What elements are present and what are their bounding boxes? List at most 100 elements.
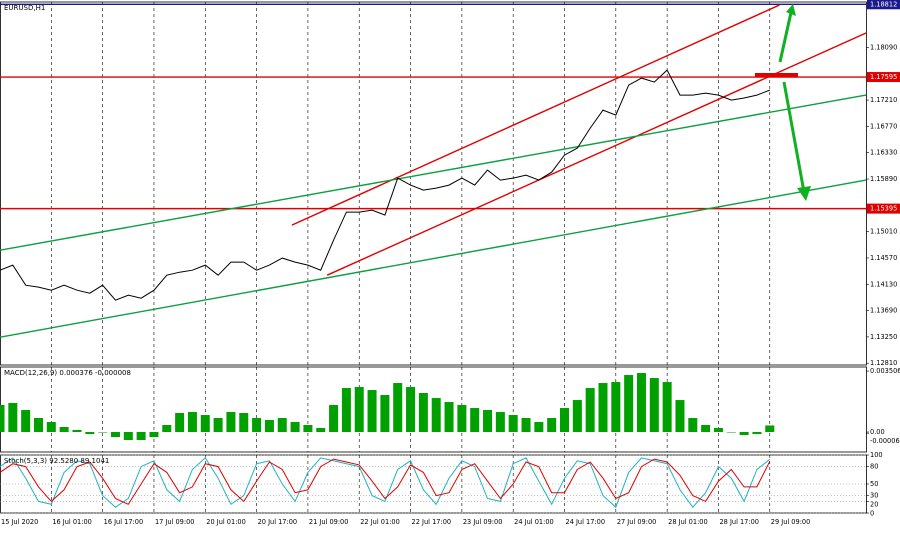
macd-bar <box>277 418 287 433</box>
y-tick-label: 1.17210 <box>870 96 897 104</box>
arrow-head <box>797 186 811 201</box>
x-tick-label: 27 Jul 09:00 <box>617 518 657 526</box>
level-box <box>867 0 900 10</box>
y-tick-label: 1.13690 <box>870 307 897 315</box>
macd-bar <box>457 405 467 433</box>
y-tick-label: 1.16770 <box>870 122 897 130</box>
macd-bar <box>752 432 762 435</box>
macd-bar <box>123 432 133 441</box>
level-label: 1.18812 <box>870 0 897 8</box>
y-tick-label: 1.12810 <box>870 359 897 367</box>
arrow <box>778 7 794 63</box>
level-label: 1.15395 <box>870 205 897 213</box>
y-tick-label: 1.13250 <box>870 333 897 341</box>
y-tick-label: -0.000068 <box>870 437 900 445</box>
macd-bar <box>611 382 621 433</box>
y-tick-label: 0.003506 <box>870 367 900 375</box>
macd-bar <box>662 382 672 433</box>
macd-bar <box>649 378 659 433</box>
macd-bar <box>726 432 736 433</box>
x-tick-label: 16 Jul 17:00 <box>104 518 144 526</box>
macd-bar <box>636 373 646 433</box>
macd-bar <box>701 425 711 433</box>
macd-bar <box>431 398 441 433</box>
panel-frame <box>0 1 867 366</box>
level-box <box>867 203 900 214</box>
macd-bar <box>393 383 403 433</box>
macd-bar <box>316 428 326 433</box>
macd-bar <box>239 413 249 433</box>
macd-bar <box>8 403 18 433</box>
macd-bar <box>72 430 82 433</box>
macd-bar <box>290 422 300 433</box>
y-tick-label: 80 <box>870 463 878 471</box>
x-tick-label: 21 Jul 09:00 <box>309 518 349 526</box>
macd-bar <box>329 405 339 433</box>
level-box <box>867 72 900 83</box>
macd-bar <box>688 418 698 433</box>
price-line <box>0 457 771 509</box>
macd-bar <box>341 388 351 433</box>
macd-bar <box>470 408 480 433</box>
x-tick-label: 22 Jul 01:00 <box>360 518 400 526</box>
x-tick-label: 16 Jul 01:00 <box>52 518 92 526</box>
y-tick-label: 1.15890 <box>870 175 897 183</box>
macd-bar <box>226 412 236 433</box>
macd-bar <box>213 418 223 433</box>
macd-bar <box>765 425 775 433</box>
y-tick-label: 1.15010 <box>870 228 897 236</box>
x-tick-label: 28 Jul 01:00 <box>668 518 708 526</box>
x-tick-label: 28 Jul 17:00 <box>719 518 759 526</box>
macd-bar <box>200 415 210 433</box>
macd-bar <box>598 383 608 433</box>
macd-bar <box>136 432 146 441</box>
macd-bar <box>713 428 723 433</box>
macd-bar <box>508 415 518 433</box>
x-tick-label: 20 Jul 01:00 <box>206 518 246 526</box>
macd-bar <box>585 388 595 433</box>
macd-bar <box>110 432 120 438</box>
x-tick-label: 22 Jul 17:00 <box>412 518 452 526</box>
x-tick-label: 17 Jul 09:00 <box>155 518 195 526</box>
y-tick-label: 30 <box>870 492 878 500</box>
macd-bar <box>175 413 185 433</box>
trend-line <box>0 94 867 251</box>
macd-bar <box>354 387 364 433</box>
level-label: 1.17595 <box>870 73 897 81</box>
macd-bar <box>367 390 377 433</box>
panel-title: Stoch(5,3,3) 92.5280 89.1041 <box>4 457 109 465</box>
y-tick-label: 1.14130 <box>870 280 897 288</box>
macd-bar <box>547 418 557 433</box>
price-line <box>0 69 770 301</box>
macd-bar <box>59 427 69 433</box>
macd-bar <box>560 408 570 433</box>
y-tick-label: 1.18090 <box>870 43 897 51</box>
macd-bar <box>444 402 454 433</box>
trend-line <box>0 179 867 338</box>
macd-bar <box>98 432 108 433</box>
x-tick-label: 24 Jul 01:00 <box>514 518 554 526</box>
x-tick-label: 24 Jul 17:00 <box>566 518 606 526</box>
price-line <box>0 458 771 505</box>
macd-bar <box>303 425 313 433</box>
y-tick-label: 0.00 <box>870 428 885 436</box>
y-tick-label: 20 <box>870 501 878 509</box>
y-tick-label: 50 <box>870 480 878 488</box>
arrow-head <box>786 4 796 16</box>
macd-bar <box>739 432 749 436</box>
macd-bar <box>0 405 5 433</box>
macd-bar <box>46 422 56 433</box>
macd-bar <box>675 400 685 433</box>
macd-bar <box>418 393 428 433</box>
y-tick-label: 1.14570 <box>870 254 897 262</box>
y-tick-label: 1.16330 <box>870 149 897 157</box>
arrow <box>782 81 806 193</box>
y-tick-label: 100 <box>870 451 883 459</box>
macd-bar <box>149 432 159 438</box>
macd-bar <box>252 418 262 433</box>
x-tick-label: 15 Jul 2020 <box>1 518 38 526</box>
trend-line <box>291 4 780 226</box>
macd-bar <box>534 422 544 433</box>
